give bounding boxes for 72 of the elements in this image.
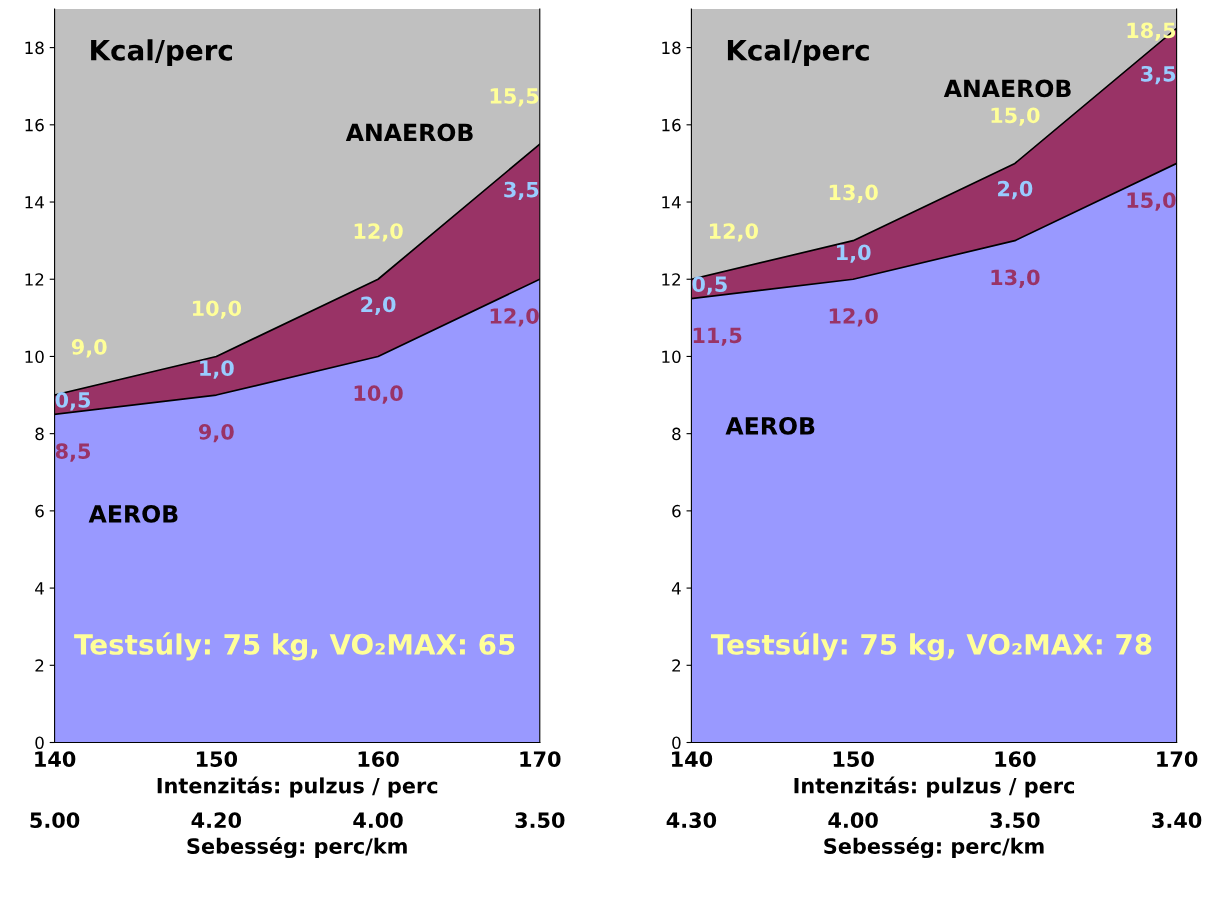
text: 3.50: [515, 812, 565, 829]
x-tick-label: 160: [995, 751, 1036, 767]
y-tick-label: 12: [25, 273, 44, 286]
annotation: Testsúly: 75 kg, VO₂MAX: 65: [74, 632, 515, 661]
y-tick-label: 16: [25, 118, 44, 132]
text: 4.30: [666, 812, 717, 829]
y-tick-label: 8: [35, 427, 44, 441]
y-tick-label: 10: [662, 350, 681, 364]
total-label: 15,5: [490, 88, 539, 107]
y-tick-label: 0: [35, 736, 44, 750]
annotation: Kcal/perc: [91, 39, 232, 67]
data-label: 9,0: [198, 423, 234, 443]
x-tick-label: 140: [35, 751, 76, 767]
text: 4.00: [353, 812, 403, 829]
text: Sebesség: perc/km: [187, 836, 407, 859]
y-tick-label: 12: [662, 273, 681, 286]
series-label: ANAEROB: [943, 79, 1071, 98]
total-label: 18,5: [1127, 22, 1176, 41]
data-label: 12,0: [829, 308, 878, 327]
y-tick-label: 10: [25, 350, 44, 364]
text: 4.00: [828, 812, 878, 829]
y-tick-label: 4: [35, 582, 44, 595]
y-tick-label: 18: [662, 41, 681, 55]
series-label: ANAEROB: [345, 123, 473, 142]
annotation: Testsúly: 75 kg, VO₂MAX: 78: [710, 632, 1152, 661]
data-label: 12,0: [490, 308, 539, 327]
data-label: 3,5: [1141, 65, 1176, 85]
total-label: 10,0: [192, 300, 242, 319]
text: 5.00: [30, 812, 80, 829]
data-label: 0,5: [692, 276, 727, 295]
y-tick-label: 14: [25, 196, 44, 209]
y-tick-label: 4: [671, 582, 681, 595]
total-label: 9,0: [71, 339, 107, 358]
text: 4.20: [191, 812, 242, 829]
total-label: 12,0: [354, 223, 403, 242]
x-axis-title: Intenzitás: pulzus / perc: [157, 776, 438, 798]
y-tick-label: 6: [35, 504, 44, 518]
y-tick-label: 8: [672, 427, 681, 441]
y-tick-label: 0: [672, 736, 681, 750]
total-label: 12,0: [709, 223, 758, 242]
total-label: 13,0: [829, 184, 878, 204]
data-label: 1,0: [837, 244, 871, 263]
data-label: 11,5: [693, 327, 742, 346]
data-label: 1,0: [200, 360, 234, 379]
series-label: AEROB: [725, 416, 815, 435]
series-label: AEROB: [88, 504, 178, 523]
data-label: 2,0: [998, 180, 1033, 200]
y-tick-label: 6: [672, 504, 681, 518]
data-label: 3,5: [504, 181, 539, 201]
text: Sebesség: perc/km: [824, 836, 1044, 859]
total-label: 15,0: [991, 107, 1040, 126]
y-tick-label: 14: [662, 196, 681, 209]
x-tick-label: 150: [196, 751, 238, 767]
y-tick-label: 16: [662, 118, 681, 132]
x-tick-label: 150: [833, 751, 874, 767]
y-tick-label: 18: [25, 41, 44, 55]
annotation: Kcal/perc: [727, 39, 869, 67]
data-label: 2,0: [361, 296, 396, 315]
x-tick-label: 160: [358, 751, 399, 767]
data-label: 8,5: [55, 443, 91, 462]
data-label: 0,5: [55, 392, 91, 411]
data-label: 10,0: [354, 385, 403, 404]
y-tick-label: 2: [35, 659, 44, 672]
text: 3.40: [1152, 812, 1202, 829]
x-tick-label: 140: [672, 751, 713, 767]
y-tick-label: 2: [672, 659, 681, 672]
data-label: 13,0: [991, 269, 1040, 288]
text: 3.50: [990, 812, 1040, 829]
x-axis-title: Intenzitás: pulzus / perc: [794, 776, 1075, 798]
x-tick-label: 170: [520, 751, 561, 767]
data-label: 15,0: [1127, 192, 1176, 211]
x-tick-label: 170: [1157, 751, 1198, 767]
